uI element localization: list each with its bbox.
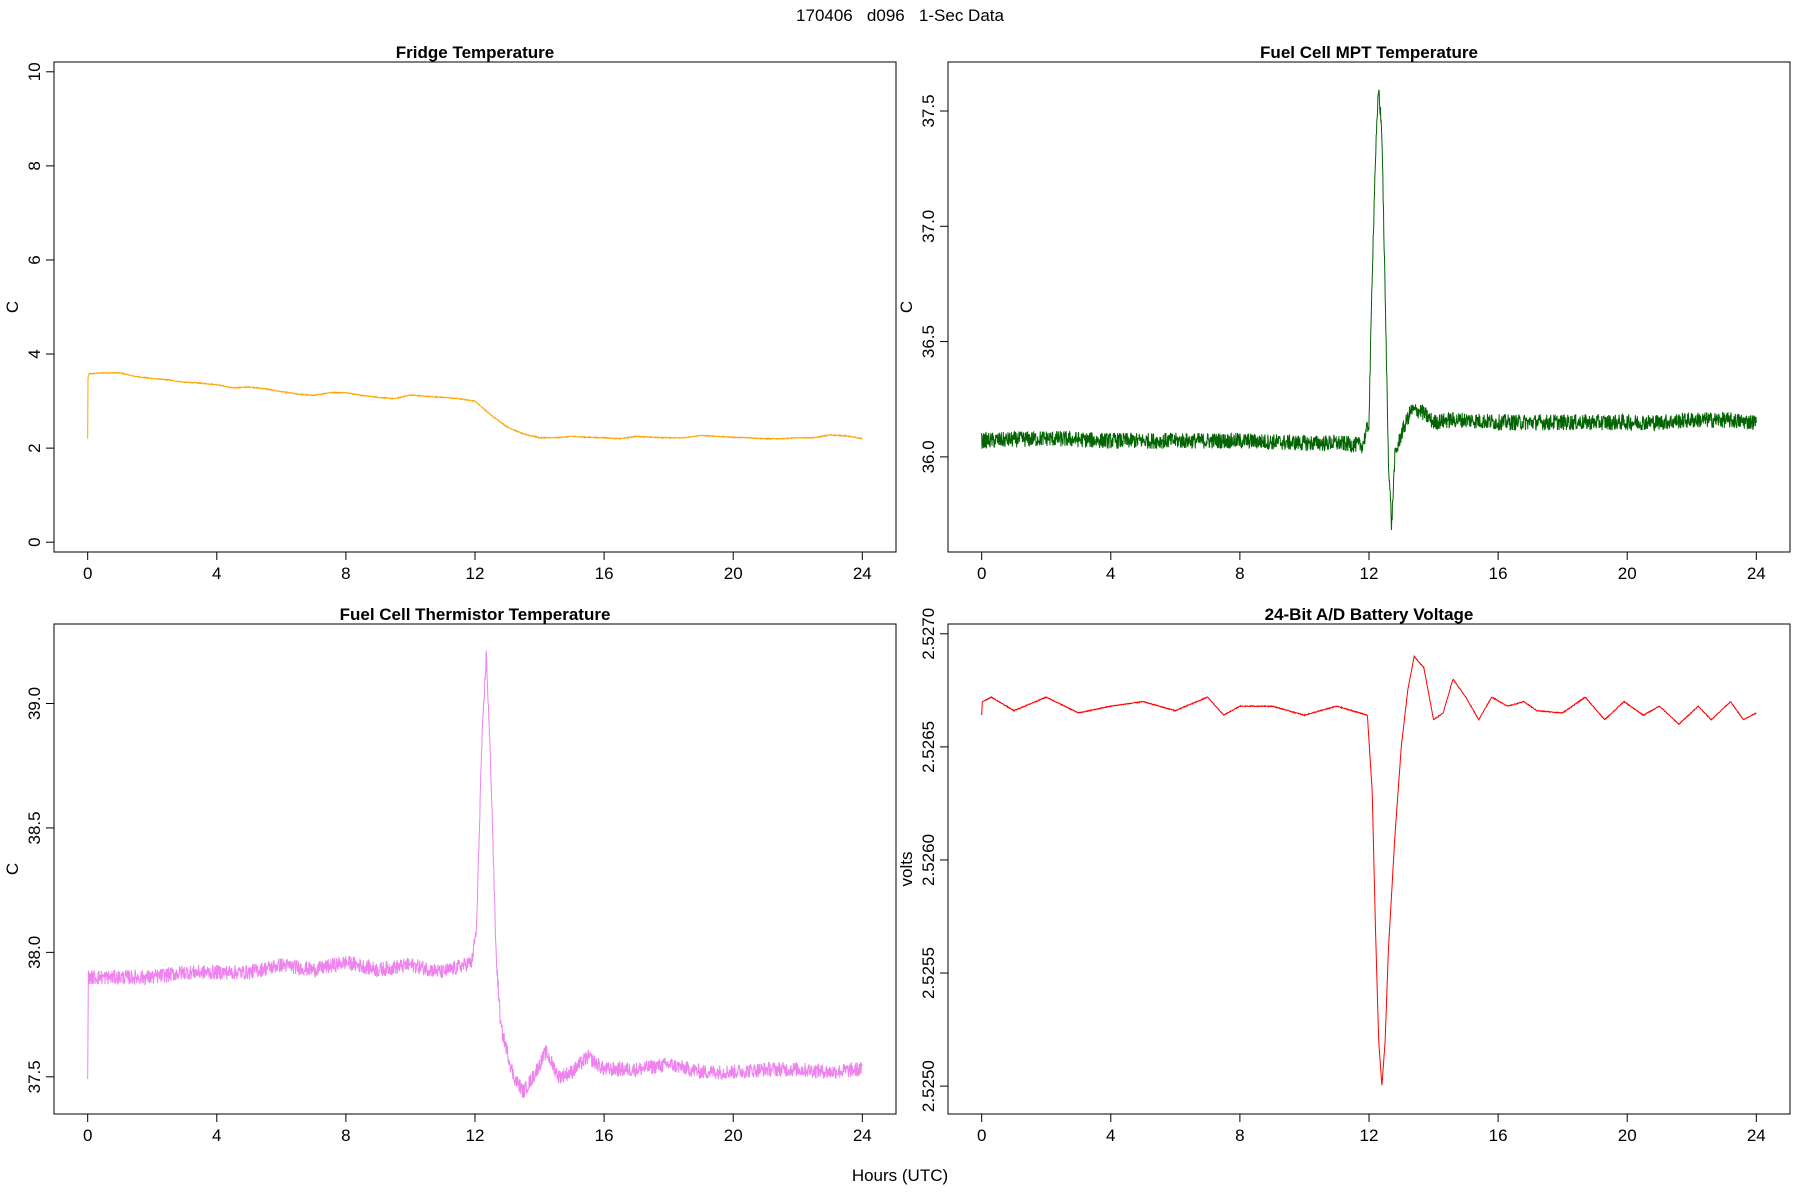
x-tick-label: 24 <box>1747 1126 1766 1145</box>
x-tick-label: 0 <box>83 564 92 583</box>
series-line <box>87 371 863 441</box>
x-tick-label: 8 <box>341 564 350 583</box>
y-tick-label: 36.0 <box>919 440 938 473</box>
y-tick-label: 2.5260 <box>919 834 938 886</box>
x-tick-label: 20 <box>724 1126 743 1145</box>
y-axis-label: C <box>3 301 22 313</box>
x-tick-label: 4 <box>1106 1126 1115 1145</box>
x-tick-label: 12 <box>466 1126 485 1145</box>
y-tick-label: 6 <box>25 255 44 264</box>
x-tick-label: 4 <box>212 1126 221 1145</box>
y-tick-label: 38.0 <box>25 936 44 969</box>
plot-frame <box>947 623 1791 1115</box>
y-tick-label: 37.5 <box>25 1060 44 1093</box>
y-tick-label: 8 <box>25 161 44 170</box>
x-tick-label: 16 <box>595 564 614 583</box>
series-line <box>87 650 863 1098</box>
plot-frame <box>947 61 1791 553</box>
x-tick-label: 16 <box>595 1126 614 1145</box>
panel-title: 24-Bit A/D Battery Voltage <box>1265 605 1474 624</box>
x-tick-label: 8 <box>341 1126 350 1145</box>
plot-frame <box>53 61 897 553</box>
panel-4: 24-Bit A/D Battery Voltage volts 0 4 8 12 16 20… <box>897 605 1791 1145</box>
y-axis-label: C <box>3 863 22 875</box>
panel-3: Fuel Cell Thermistor Temperature C 0 4 8 12 16… <box>3 605 897 1145</box>
x-tick-label: 24 <box>853 1126 872 1145</box>
x-axis-label: Hours (UTC) <box>851 1166 949 1185</box>
x-tick-label: 0 <box>977 564 986 583</box>
x-tick-label: 4 <box>1106 564 1115 583</box>
x-tick-label: 12 <box>1360 564 1379 583</box>
y-tick-label: 38.5 <box>25 811 44 844</box>
y-tick-label: 37.0 <box>919 210 938 243</box>
x-tick-label: 8 <box>1235 564 1244 583</box>
y-tick-label: 0 <box>25 537 44 546</box>
y-tick-label: 2 <box>25 443 44 452</box>
x-tick-label: 4 <box>212 564 221 583</box>
panel-title: Fridge Temperature <box>396 43 554 62</box>
y-tick-label: 4 <box>25 349 44 358</box>
x-tick-label: 0 <box>83 1126 92 1145</box>
y-tick-label: 2.5255 <box>919 947 938 999</box>
x-tick-label: 24 <box>853 564 872 583</box>
series-line <box>981 89 1757 531</box>
series-line <box>981 654 1757 1086</box>
x-tick-label: 0 <box>977 1126 986 1145</box>
y-tick-label: 2.5265 <box>919 721 938 773</box>
x-tick-label: 16 <box>1489 1126 1508 1145</box>
panel-2: Fuel Cell MPT Temperature C 0 4 8 12 16 20 24 36.… <box>897 43 1791 583</box>
x-tick-label: 12 <box>466 564 485 583</box>
x-tick-label: 8 <box>1235 1126 1244 1145</box>
y-axis-label: volts <box>897 852 916 887</box>
x-tick-label: 12 <box>1360 1126 1379 1145</box>
panel-title: Fuel Cell MPT Temperature <box>1260 43 1478 62</box>
y-tick-label: 10 <box>25 62 44 81</box>
page-title: 170406 d096 1-Sec Data <box>796 6 1004 25</box>
y-tick-label: 36.5 <box>919 325 938 358</box>
plot-frame <box>53 623 897 1115</box>
y-tick-label: 37.5 <box>919 94 938 127</box>
y-tick-label: 2.5250 <box>919 1060 938 1112</box>
panel-title: Fuel Cell Thermistor Temperature <box>340 605 611 624</box>
y-tick-label: 2.5270 <box>919 608 938 660</box>
x-tick-label: 24 <box>1747 564 1766 583</box>
y-axis-label: C <box>897 301 916 313</box>
x-tick-label: 20 <box>1618 564 1637 583</box>
y-tick-label: 39.0 <box>25 687 44 720</box>
x-tick-label: 16 <box>1489 564 1508 583</box>
x-tick-label: 20 <box>724 564 743 583</box>
x-tick-label: 20 <box>1618 1126 1637 1145</box>
